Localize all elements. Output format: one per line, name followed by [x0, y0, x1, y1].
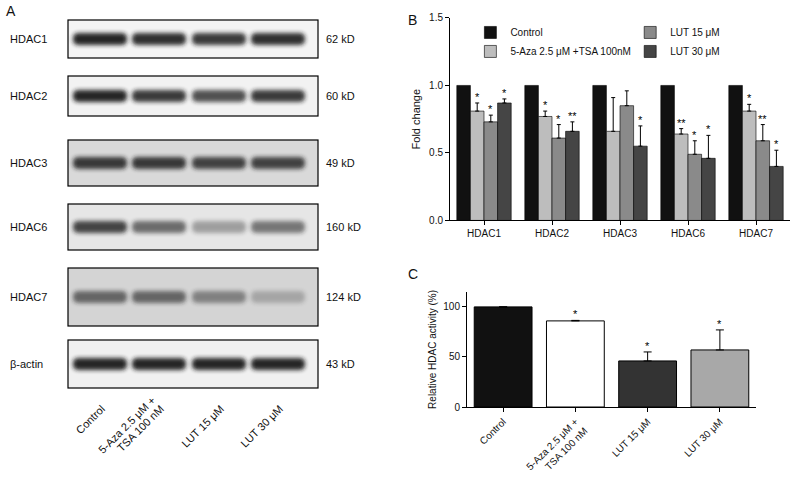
svg-text:LUT 30 μM: LUT 30 μM — [670, 46, 719, 57]
svg-text:*: * — [638, 114, 643, 126]
svg-text:50: 50 — [449, 351, 461, 362]
svg-text:HDAC6: HDAC6 — [671, 228, 705, 239]
svg-text:*: * — [747, 92, 752, 104]
svg-text:100: 100 — [443, 301, 460, 312]
svg-text:HDAC2: HDAC2 — [535, 228, 569, 239]
svg-text:LUT 30 μM: LUT 30 μM — [238, 403, 285, 450]
svg-text:Control: Control — [510, 27, 542, 38]
svg-text:5-Aza 2.5 μM +TSA 100 nM: 5-Aza 2.5 μM +TSA 100 nM — [96, 394, 166, 464]
svg-text:62 kD: 62 kD — [326, 33, 355, 45]
svg-text:160 kD: 160 kD — [326, 221, 361, 233]
svg-text:0.0: 0.0 — [429, 215, 443, 226]
svg-text:5-Aza 2.5 μM +TSA 100nM: 5-Aza 2.5 μM +TSA 100nM — [510, 46, 631, 57]
svg-text:*: * — [645, 340, 650, 352]
svg-text:β-actin: β-actin — [10, 358, 43, 370]
svg-text:HDAC3: HDAC3 — [603, 228, 637, 239]
svg-text:Control: Control — [477, 416, 508, 447]
svg-text:1.5: 1.5 — [429, 12, 443, 23]
svg-text:*: * — [502, 87, 507, 99]
svg-text:*: * — [543, 99, 548, 111]
svg-text:LUT 15 μM: LUT 15 μM — [670, 27, 719, 38]
svg-text:*: * — [692, 129, 697, 141]
svg-text:LUT 15 μM: LUT 15 μM — [179, 403, 226, 450]
svg-text:*: * — [706, 123, 711, 135]
svg-text:Fold change: Fold change — [410, 89, 422, 150]
svg-text:*: * — [556, 113, 561, 125]
svg-text:HDAC6: HDAC6 — [10, 221, 47, 233]
svg-text:Control: Control — [74, 403, 108, 437]
svg-text:*: * — [488, 103, 493, 115]
svg-text:*: * — [475, 91, 480, 103]
svg-text:1.0: 1.0 — [429, 80, 443, 91]
svg-text:124 kD: 124 kD — [326, 291, 361, 303]
svg-text:HDAC3: HDAC3 — [10, 157, 47, 169]
svg-text:43 kD: 43 kD — [326, 358, 355, 370]
svg-text:HDAC7: HDAC7 — [10, 291, 47, 303]
svg-text:60 kD: 60 kD — [326, 90, 355, 102]
svg-text:*: * — [717, 318, 722, 330]
svg-text:49 kD: 49 kD — [326, 157, 355, 169]
svg-text:**: ** — [677, 117, 686, 129]
svg-text:0.5: 0.5 — [429, 147, 443, 158]
svg-text:*: * — [774, 138, 779, 150]
svg-text:B: B — [408, 12, 417, 28]
svg-text:LUT 30 μM: LUT 30 μM — [682, 416, 725, 459]
svg-text:A: A — [6, 3, 16, 19]
svg-text:HDAC7: HDAC7 — [739, 228, 773, 239]
svg-text:*: * — [573, 308, 578, 320]
svg-text:5-Aza 2.5 μM +TSA 100 nM: 5-Aza 2.5 μM +TSA 100 nM — [524, 416, 589, 481]
svg-text:C: C — [408, 266, 418, 282]
svg-text:Relative HDAC activity (%): Relative HDAC activity (%) — [427, 290, 438, 409]
svg-text:HDAC1: HDAC1 — [467, 228, 501, 239]
svg-text:**: ** — [568, 110, 577, 122]
svg-text:HDAC2: HDAC2 — [10, 90, 47, 102]
svg-text:LUT 15 μM: LUT 15 μM — [610, 416, 653, 459]
svg-text:**: ** — [758, 113, 767, 125]
svg-text:HDAC1: HDAC1 — [10, 33, 47, 45]
svg-text:0: 0 — [454, 402, 460, 413]
